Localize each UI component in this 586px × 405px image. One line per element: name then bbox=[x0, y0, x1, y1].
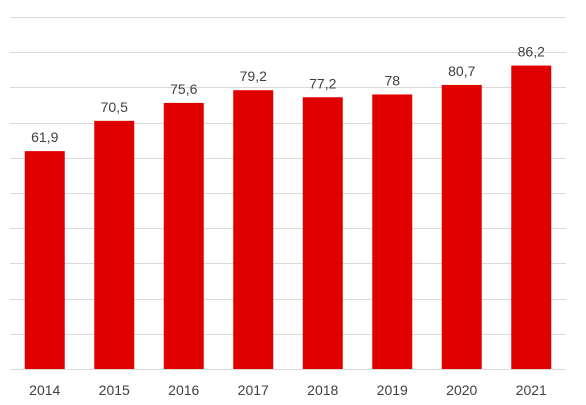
bar-2021 bbox=[511, 65, 552, 369]
x-tick-label-2021: 2021 bbox=[516, 382, 547, 398]
x-tick-label-2015: 2015 bbox=[99, 382, 130, 398]
x-tick-label-2017: 2017 bbox=[238, 382, 269, 398]
data-label-2016: 75,6 bbox=[170, 81, 197, 97]
data-label-2017: 79,2 bbox=[240, 68, 267, 84]
bar-2014 bbox=[24, 151, 65, 369]
bar-2019 bbox=[372, 94, 413, 369]
data-label-2020: 80,7 bbox=[448, 63, 475, 79]
data-label-2015: 70,5 bbox=[101, 99, 128, 115]
data-labels: 61,9 70,5 75,6 79,2 77,2 78 80,7 86,2 bbox=[31, 44, 545, 146]
x-tick-label-2020: 2020 bbox=[446, 382, 477, 398]
x-tick-label-2016: 2016 bbox=[168, 382, 199, 398]
bar-2018 bbox=[302, 97, 343, 369]
gridlines bbox=[10, 17, 566, 370]
x-tick-label-2014: 2014 bbox=[29, 382, 60, 398]
bars bbox=[24, 65, 552, 369]
bar-2016 bbox=[163, 102, 204, 369]
bar-2020 bbox=[441, 84, 482, 369]
bar-2017 bbox=[233, 90, 274, 369]
data-label-2021: 86,2 bbox=[518, 44, 545, 60]
x-tick-label-2018: 2018 bbox=[307, 382, 338, 398]
data-label-2019: 78 bbox=[384, 72, 400, 88]
bar-2015 bbox=[94, 120, 135, 369]
data-label-2018: 77,2 bbox=[309, 75, 336, 91]
data-label-2014: 61,9 bbox=[31, 129, 58, 145]
x-axis-ticks: 2014 2015 2016 2017 2018 2019 2020 2021 bbox=[29, 382, 547, 398]
x-tick-label-2019: 2019 bbox=[377, 382, 408, 398]
